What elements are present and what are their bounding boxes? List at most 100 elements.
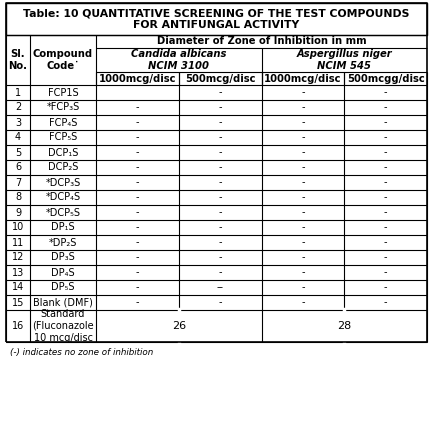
Text: Standard
(Fluconazole
10 mcg/disc: Standard (Fluconazole 10 mcg/disc xyxy=(32,309,94,343)
Text: -: - xyxy=(301,298,305,308)
Text: 26: 26 xyxy=(172,321,186,331)
Text: 500mcg/disc: 500mcg/disc xyxy=(185,73,255,84)
Text: DP₅S: DP₅S xyxy=(51,282,75,292)
Text: Aspergillus niger
NCIM 545: Aspergillus niger NCIM 545 xyxy=(297,49,392,71)
Text: -: - xyxy=(218,222,222,233)
Text: -: - xyxy=(136,117,139,127)
Text: 500mcgg/disc: 500mcgg/disc xyxy=(347,73,424,84)
Text: 1000mcg/disc: 1000mcg/disc xyxy=(264,73,342,84)
Text: -: - xyxy=(384,222,388,233)
Text: (-) indicates no zone of inhibition: (-) indicates no zone of inhibition xyxy=(10,347,153,357)
Text: -: - xyxy=(136,192,139,203)
Text: *DCP₅S: *DCP₅S xyxy=(45,208,81,217)
Text: -: - xyxy=(136,282,139,292)
Text: -: - xyxy=(218,148,222,157)
Text: 28: 28 xyxy=(337,321,351,331)
Text: -: - xyxy=(384,162,388,173)
Text: 10: 10 xyxy=(12,222,24,233)
Text: -: - xyxy=(218,192,222,203)
Text: -: - xyxy=(136,298,139,308)
Text: -: - xyxy=(301,87,305,97)
Text: *DCP₄S: *DCP₄S xyxy=(45,192,81,203)
Text: Diameter of Zone of Inhibition in mm: Diameter of Zone of Inhibition in mm xyxy=(157,36,366,46)
Text: 11: 11 xyxy=(12,238,24,247)
Text: -: - xyxy=(218,133,222,143)
Text: -: - xyxy=(301,282,305,292)
Text: -: - xyxy=(301,222,305,233)
Text: 9: 9 xyxy=(15,208,21,217)
Text: FCP₄S: FCP₄S xyxy=(49,117,77,127)
Text: 2: 2 xyxy=(15,103,21,113)
Text: -: - xyxy=(136,148,139,157)
Text: -: - xyxy=(384,268,388,278)
Text: DCP₁S: DCP₁S xyxy=(48,148,78,157)
Text: -: - xyxy=(384,208,388,217)
Text: -: - xyxy=(384,133,388,143)
Text: -: - xyxy=(136,178,139,187)
Text: 15: 15 xyxy=(12,298,24,308)
Text: FCP1S: FCP1S xyxy=(48,87,78,97)
Text: -: - xyxy=(384,87,388,97)
Text: 14: 14 xyxy=(12,282,24,292)
Text: 6: 6 xyxy=(15,162,21,173)
Text: -: - xyxy=(301,178,305,187)
Text: --: -- xyxy=(216,282,223,292)
Text: -: - xyxy=(384,238,388,247)
Text: 1: 1 xyxy=(15,87,21,97)
Text: FCP₅S: FCP₅S xyxy=(49,133,77,143)
Text: -: - xyxy=(301,103,305,113)
Text: Blank (DMF): Blank (DMF) xyxy=(33,298,93,308)
Text: 16: 16 xyxy=(12,321,24,331)
Text: -: - xyxy=(136,222,139,233)
Text: 12: 12 xyxy=(12,252,24,262)
Text: -: - xyxy=(218,87,222,97)
Text: -: - xyxy=(301,252,305,262)
Text: *DCP₃S: *DCP₃S xyxy=(45,178,81,187)
Text: Compound
Code˙: Compound Code˙ xyxy=(33,49,93,71)
Text: 13: 13 xyxy=(12,268,24,278)
Text: -: - xyxy=(218,268,222,278)
Text: Table: 10 QUANTITATIVE SCREENING OF THE TEST COMPOUNDS
FOR ANTIFUNGAL ACTIVITY: Table: 10 QUANTITATIVE SCREENING OF THE … xyxy=(23,8,410,30)
Text: -: - xyxy=(136,162,139,173)
Text: DP₁S: DP₁S xyxy=(51,222,75,233)
Text: -: - xyxy=(384,178,388,187)
Text: -: - xyxy=(136,208,139,217)
Text: -: - xyxy=(301,208,305,217)
Text: 7: 7 xyxy=(15,178,21,187)
Text: -: - xyxy=(218,103,222,113)
Text: -: - xyxy=(218,238,222,247)
Text: -: - xyxy=(136,133,139,143)
Text: 4: 4 xyxy=(15,133,21,143)
Text: -: - xyxy=(384,298,388,308)
Text: -: - xyxy=(301,268,305,278)
Text: Sl.
No.: Sl. No. xyxy=(9,49,28,71)
Text: DP₃S: DP₃S xyxy=(51,252,75,262)
Text: -: - xyxy=(136,268,139,278)
Text: -: - xyxy=(301,133,305,143)
Text: DCP₂S: DCP₂S xyxy=(48,162,78,173)
Text: -: - xyxy=(301,238,305,247)
Text: -: - xyxy=(384,148,388,157)
Text: -: - xyxy=(218,298,222,308)
Text: -: - xyxy=(218,252,222,262)
Text: 1000mcg/disc: 1000mcg/disc xyxy=(99,73,176,84)
Text: 8: 8 xyxy=(15,192,21,203)
Text: -: - xyxy=(218,178,222,187)
Text: -: - xyxy=(218,162,222,173)
Text: -: - xyxy=(136,252,139,262)
Text: -: - xyxy=(384,252,388,262)
Text: -: - xyxy=(384,282,388,292)
Text: DP₄S: DP₄S xyxy=(51,268,75,278)
Text: -: - xyxy=(218,208,222,217)
Text: 3: 3 xyxy=(15,117,21,127)
Text: -: - xyxy=(136,238,139,247)
Text: -: - xyxy=(301,148,305,157)
Text: Candida albicans
NCIM 3100: Candida albicans NCIM 3100 xyxy=(131,49,226,71)
Text: -: - xyxy=(218,117,222,127)
Text: -: - xyxy=(384,103,388,113)
Text: -: - xyxy=(384,192,388,203)
Text: -: - xyxy=(301,162,305,173)
Text: *FCP₃S: *FCP₃S xyxy=(46,103,80,113)
Text: -: - xyxy=(384,117,388,127)
Text: -: - xyxy=(301,192,305,203)
